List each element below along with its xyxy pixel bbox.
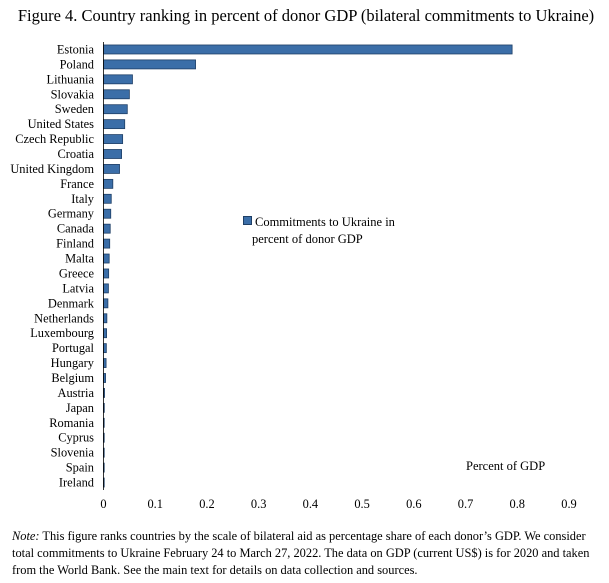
bar-netherlands: [103, 313, 108, 324]
category-label-france: France: [60, 177, 94, 191]
note-label: Note:: [12, 529, 40, 543]
category-label-japan: Japan: [66, 401, 94, 415]
category-label-malta: Malta: [65, 252, 94, 266]
bar-slovakia: [103, 89, 130, 100]
chart-title: Figure 4. Country ranking in percent of …: [17, 6, 595, 25]
legend-line-1: Commitments to Ukraine in: [243, 214, 395, 231]
category-label-czech-republic: Czech Republic: [15, 132, 94, 146]
x-tick-label-6: 0.6: [406, 497, 422, 511]
legend-label-1: Commitments to Ukraine in: [255, 215, 395, 229]
bar-canada: [103, 223, 111, 234]
bar-denmark: [103, 298, 109, 309]
x-tick-label-2: 0.2: [199, 497, 215, 511]
bar-greece: [103, 268, 110, 279]
bar-croatia: [103, 149, 123, 159]
bar-luxembourg: [103, 328, 107, 339]
bar-france: [103, 178, 114, 189]
bar-united-states: [103, 119, 126, 130]
category-label-portugal: Portugal: [52, 341, 95, 355]
x-tick-label-4: 0.4: [303, 497, 319, 511]
category-label-denmark: Denmark: [48, 296, 95, 310]
legend: Commitments to Ukraine in percent of don…: [243, 214, 395, 248]
bar-sweden: [103, 104, 128, 115]
bar-latvia: [103, 283, 109, 294]
bar-czech-republic: [103, 134, 124, 144]
note-text: This figure ranks countries by the scale…: [12, 529, 590, 577]
category-label-spain: Spain: [66, 461, 94, 475]
legend-label-2: percent of donor GDP: [252, 232, 363, 246]
category-label-lithuania: Lithuania: [47, 72, 95, 86]
category-label-italy: Italy: [71, 192, 95, 206]
category-label-germany: Germany: [48, 207, 95, 221]
category-label-poland: Poland: [60, 57, 95, 71]
category-label-estonia: Estonia: [57, 42, 95, 56]
bar-germany: [103, 208, 112, 219]
category-label-united-states: United States: [28, 117, 95, 131]
bar-italy: [103, 193, 112, 204]
category-label-luxembourg: Luxembourg: [30, 326, 94, 340]
x-tick-label-7: 0.7: [458, 497, 474, 511]
bar-estonia: [103, 44, 513, 55]
category-label-belgium: Belgium: [51, 371, 94, 385]
x-tick-label-0: 0: [100, 497, 106, 511]
x-tick-label-3: 0.3: [251, 497, 267, 511]
bar-finland: [103, 238, 111, 249]
category-label-sweden: Sweden: [55, 102, 94, 116]
category-label-croatia: Croatia: [58, 147, 95, 161]
category-label-slovenia: Slovenia: [51, 446, 95, 460]
category-label-united-kingdom: United Kingdom: [10, 162, 94, 176]
category-label-slovakia: Slovakia: [51, 87, 95, 101]
figure-note: Note: This figure ranks countries by the…: [12, 528, 598, 579]
x-tick-label-5: 0.5: [354, 497, 370, 511]
x-axis-title: Percent of GDP: [466, 459, 546, 473]
bar-portugal: [103, 343, 107, 354]
bar-lithuania: [103, 74, 133, 85]
x-tick-label-8: 0.8: [510, 497, 526, 511]
category-label-hungary: Hungary: [51, 356, 95, 370]
category-label-canada: Canada: [57, 222, 95, 236]
bar-malta: [103, 253, 110, 264]
category-label-finland: Finland: [56, 237, 95, 251]
x-tick-label-1: 0.1: [147, 497, 163, 511]
category-label-greece: Greece: [59, 266, 95, 280]
bar-poland: [103, 59, 196, 70]
category-label-romania: Romania: [49, 416, 94, 430]
bar-united-kingdom: [103, 164, 120, 174]
category-label-netherlands: Netherlands: [34, 311, 94, 325]
category-label-ireland: Ireland: [59, 476, 95, 490]
category-label-latvia: Latvia: [62, 281, 94, 295]
x-tick-label-9: 0.9: [561, 497, 577, 511]
legend-swatch: [243, 216, 252, 225]
category-label-cyprus: Cyprus: [58, 431, 94, 445]
category-label-austria: Austria: [58, 386, 95, 400]
